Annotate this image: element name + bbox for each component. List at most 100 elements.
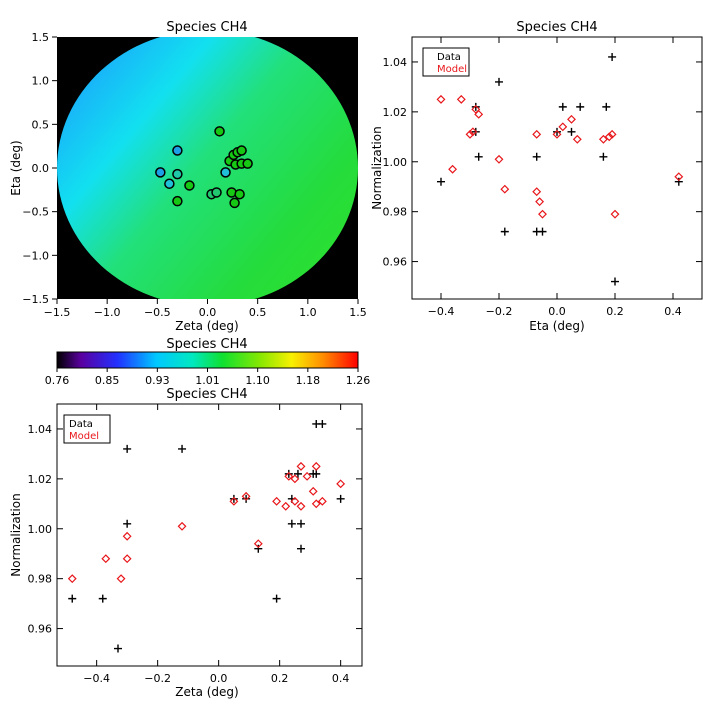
zeta-xtick-label: 0.4 xyxy=(332,672,350,685)
zeta-ytick-label: 1.04 xyxy=(28,423,53,436)
heatmap-field xyxy=(57,37,358,299)
zeta-data-point xyxy=(242,494,251,503)
zeta-data-point xyxy=(229,494,238,503)
heatmap-xlabel: Zeta (deg) xyxy=(175,319,238,333)
eta-model-point xyxy=(465,129,475,139)
zeta-data-point xyxy=(178,444,187,453)
zeta-ticks: −0.4 −0.2 0.0 0.2 0.4 0.96 0.98 1.00 1.02 1.04 xyxy=(28,404,362,685)
zeta-ytick-label: 0.96 xyxy=(28,623,53,636)
eta-model-point xyxy=(610,209,620,219)
heatmap-xtick-label: −1.5 xyxy=(44,306,71,319)
eta-model-point xyxy=(436,94,446,104)
eta-model-point xyxy=(607,129,617,139)
eta-model-point xyxy=(532,129,542,139)
zeta-marks xyxy=(67,419,346,653)
zeta-data-point xyxy=(336,494,345,503)
zeta-data-point xyxy=(272,594,281,603)
colorbar-tick-label: 0.76 xyxy=(45,374,70,387)
eta-marks xyxy=(436,52,684,286)
zeta-model-point xyxy=(241,491,251,501)
zeta-legend: Data Model xyxy=(63,414,111,444)
zeta-xtick-label: 0.2 xyxy=(271,672,289,685)
zeta-model-point xyxy=(122,531,132,541)
zeta-data-point xyxy=(284,469,293,478)
eta-ylabel: Normalization xyxy=(370,126,384,209)
eta-data-point xyxy=(532,152,541,161)
heatmap-ylabel: Eta (deg) xyxy=(9,140,23,195)
heatmap-panel: Species CH4 −1.5 −1.0 −0.5 0.0 0.5 1.0 1.5−1.5… xyxy=(9,20,367,333)
heatmap-xtick-label: 0.5 xyxy=(249,306,267,319)
eta-data-point xyxy=(674,177,683,186)
eta-data-point xyxy=(567,127,576,136)
colorbar-tick-label: 1.18 xyxy=(296,374,321,387)
eta-model-point xyxy=(604,132,614,142)
eta-model-point xyxy=(494,154,504,164)
zeta-data-point xyxy=(297,544,305,553)
eta-ytick-label: 0.96 xyxy=(383,256,408,269)
heatmap-point xyxy=(236,145,247,156)
eta-model-point xyxy=(532,187,542,197)
zeta-data-point xyxy=(297,519,305,528)
zeta-model-point xyxy=(311,499,321,509)
zeta-model-point xyxy=(302,471,312,481)
zeta-xlabel: Zeta (deg) xyxy=(175,685,238,699)
eta-xtick-label: 0.4 xyxy=(664,305,682,318)
zeta-model-point xyxy=(67,574,77,584)
heatmap-xtick-label: −0.5 xyxy=(144,306,171,319)
eta-data-point xyxy=(576,102,585,111)
zeta-model-point xyxy=(281,501,291,511)
zeta-ylabel: Normalization xyxy=(9,493,23,576)
heatmap-point xyxy=(242,158,253,169)
zeta-model-point xyxy=(311,461,321,471)
eta-data-point xyxy=(474,152,483,161)
eta-model-point xyxy=(448,164,458,174)
heatmap-xtick-label: −1.0 xyxy=(94,306,121,319)
zeta-model-point xyxy=(336,479,346,489)
heatmap-point xyxy=(220,167,231,178)
eta-model-point xyxy=(538,209,547,219)
zeta-data-point xyxy=(293,469,302,478)
eta-data-point xyxy=(608,52,617,61)
eta-data-point xyxy=(553,127,561,136)
heatmap-point xyxy=(172,145,183,156)
eta-model-point xyxy=(674,172,684,182)
zeta-xtick-label: 0.0 xyxy=(210,672,228,685)
colorbar-tick-label: 0.85 xyxy=(95,374,120,387)
zeta-data-point xyxy=(123,444,132,453)
zeta-model-point xyxy=(296,501,306,511)
eta-model-point xyxy=(598,134,608,144)
zeta-data-point xyxy=(254,544,263,553)
zeta-ytick-label: 1.02 xyxy=(28,473,53,486)
heatmap-ytick-label: 1.0 xyxy=(32,75,50,88)
zeta-plot-frame xyxy=(56,403,363,667)
eta-data-point xyxy=(599,152,608,161)
zeta-data-point xyxy=(123,519,132,528)
zeta-data-point xyxy=(98,594,107,603)
eta-data-point xyxy=(495,77,503,86)
eta-data-point xyxy=(538,227,547,236)
zeta-legend-model: Model xyxy=(69,431,99,442)
zeta-title: Species CH4 xyxy=(166,387,247,402)
heatmap-ytick-label: −1.0 xyxy=(22,249,49,262)
eta-model-point xyxy=(535,197,545,207)
heatmap-xtick-label: 1.5 xyxy=(349,306,367,319)
heatmap-point xyxy=(229,197,240,209)
zeta-xtick-label: −0.2 xyxy=(144,672,171,685)
zeta-model-point xyxy=(290,474,300,484)
heatmap-point xyxy=(211,187,222,198)
zeta-model-point xyxy=(290,496,300,506)
colorbar-panel: Species CH4 0.76 0.85 0.93 1.01 1.10 1.18 1.26 xyxy=(45,337,371,387)
eta-legend-box xyxy=(422,47,470,77)
heatmap-ticks: −1.5 −1.0 −0.5 0.0 0.5 1.0 1.5 −1.5 −1.0 −0.5 0.0 0… xyxy=(22,31,366,319)
eta-legend: Data Model xyxy=(422,47,470,77)
heatmap-point xyxy=(172,168,183,180)
heatmap-ytick-label: 1.5 xyxy=(32,31,50,44)
eta-model-point xyxy=(558,122,568,132)
eta-model-point xyxy=(474,109,484,119)
eta-ytick-label: 1.04 xyxy=(383,56,408,69)
eta-data-point xyxy=(500,227,509,236)
heatmap-point xyxy=(164,178,175,189)
zeta-model-point xyxy=(116,574,126,584)
colorbar-title: Species CH4 xyxy=(166,337,247,352)
zeta-model-point xyxy=(122,554,132,564)
